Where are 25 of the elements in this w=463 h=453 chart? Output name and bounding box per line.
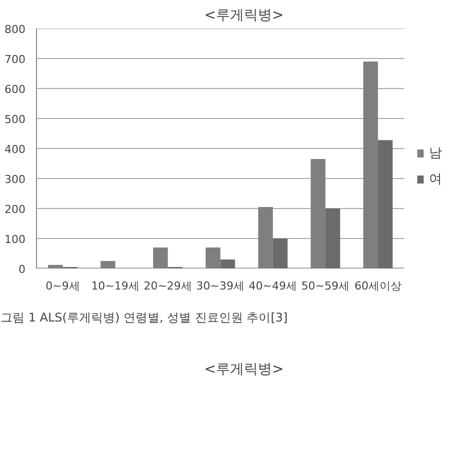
x-tick-label: 60세이상 [354, 280, 402, 292]
x-tick-label: 10~19세 [91, 280, 140, 292]
bar [272, 238, 288, 268]
chart-title: <루게릭병> [204, 8, 284, 24]
y-tick-label: 500 [4, 113, 26, 126]
x-tick-label: 0~9세 [46, 280, 80, 292]
x-tick-label: 40~49세 [248, 280, 298, 292]
x-tick-label: 50~59세 [301, 280, 350, 292]
y-tick-label: 0 [18, 263, 26, 276]
y-tick-label: 100 [4, 233, 26, 246]
y-tick-label: 300 [4, 173, 26, 186]
y-tick-label: 700 [4, 53, 26, 66]
bar [220, 260, 236, 268]
y-tick-label: 400 [4, 143, 26, 156]
text: <루게릭병> [204, 362, 284, 378]
caption: 그림 1 ALS(루게릭병) 연령별, 성별 진료인원 추이[3] [0, 310, 288, 324]
y-tick-label: 600 [4, 83, 26, 96]
x-tick-label: 20~29세 [144, 280, 192, 292]
legend-label: 여 [429, 171, 443, 188]
y-tick-label: 200 [4, 203, 26, 216]
x-tick-label: 30~39세 [196, 280, 244, 292]
bar [378, 140, 393, 268]
bar [325, 208, 340, 268]
y-tick-label: 800 [4, 23, 26, 36]
legend-label: 남 [429, 145, 443, 162]
